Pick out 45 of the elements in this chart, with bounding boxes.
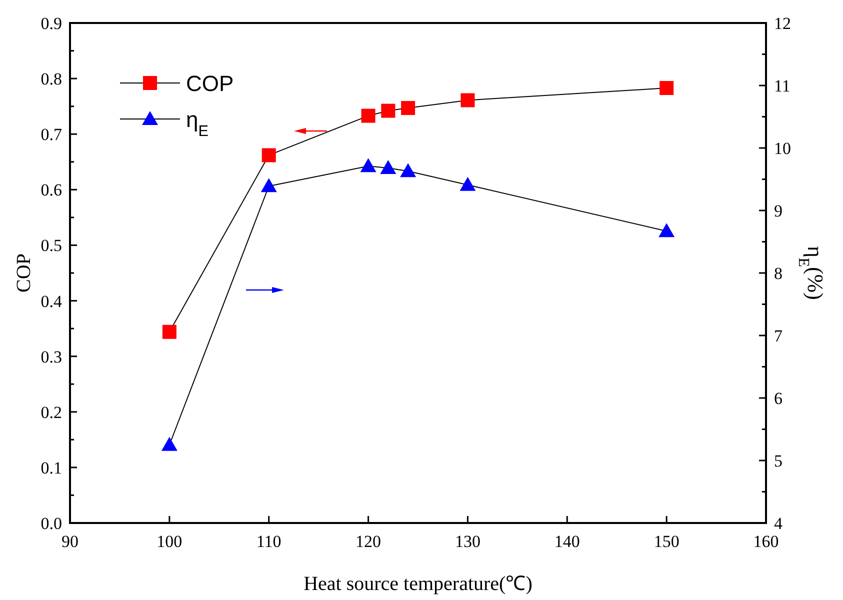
y2-tick-label: 9	[774, 202, 782, 220]
y-tick-label: 0.2	[40, 402, 62, 422]
point	[260, 178, 277, 192]
y2-tick-label: 11	[774, 76, 790, 96]
y2-tick-label: 8	[774, 264, 782, 283]
y-tick-label: 0.5	[40, 236, 62, 256]
y-tick-label: 0.1	[40, 458, 62, 478]
y2-tick-label: 5	[774, 452, 782, 470]
y-tick-label: 0.7	[40, 125, 62, 144]
point	[161, 436, 178, 451]
y2-tick-label: 12	[774, 14, 791, 33]
y-tick-label: 0.0	[40, 514, 62, 533]
x-tick-label: 110	[256, 532, 282, 551]
x-tick-label: 120	[356, 532, 382, 551]
y2-tick-label: 6	[774, 389, 782, 408]
legend-label: η$_{E}$	[186, 107, 209, 140]
point	[381, 104, 396, 118]
y-tick-label: 0.9	[40, 14, 62, 33]
y-tick-label: 0.6	[40, 180, 62, 200]
y-axis-title: COP	[13, 254, 35, 292]
point	[460, 93, 475, 108]
y-tick-label: 0.8	[40, 70, 62, 89]
point	[361, 108, 376, 123]
x-tick-label: 150	[654, 532, 680, 551]
point	[658, 223, 675, 238]
legend-label: COP	[186, 71, 234, 96]
y-tick-label: 0.4	[40, 292, 62, 311]
x-tick-label: 90	[62, 532, 78, 551]
point	[660, 81, 674, 95]
point	[162, 324, 176, 339]
point	[460, 176, 476, 191]
y2-tick-label: 10	[774, 139, 791, 158]
point	[380, 160, 396, 174]
x-tick-label: 160	[753, 532, 779, 551]
point	[401, 101, 416, 115]
y2-tick-label: 7	[774, 326, 783, 346]
y-tick-label: 0.3	[40, 347, 62, 366]
point	[400, 163, 416, 178]
x-axis-title: Heat source temperature(℃)	[304, 573, 532, 595]
point	[262, 148, 276, 162]
point	[360, 158, 376, 172]
x-tick-label: 140	[554, 532, 580, 551]
x-tick-label: 130	[454, 532, 480, 551]
y2-tick-label: 4	[774, 514, 783, 533]
x-tick-label: 100	[156, 532, 182, 551]
